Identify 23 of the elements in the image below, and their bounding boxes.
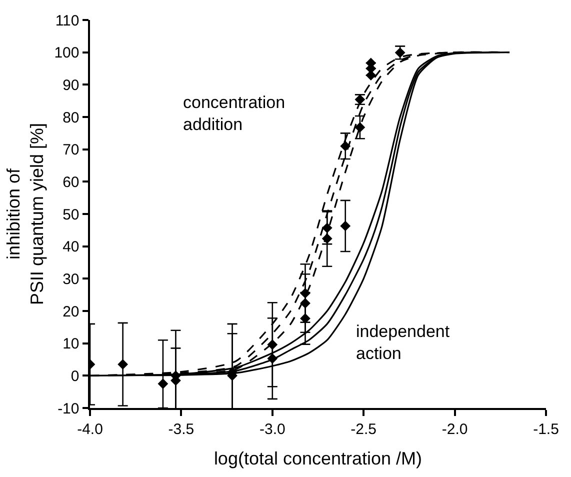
x-tick-label: -1.5	[533, 420, 559, 438]
x-tick-label: -3.0	[259, 420, 286, 438]
y-tick-label: 40	[62, 238, 80, 256]
y-tick-label: 0	[70, 368, 80, 385]
y-tick-label: 20	[62, 303, 80, 320]
x-tick-label: -2.0	[442, 420, 468, 438]
annotation: independent action	[356, 322, 450, 364]
x-tick-label: -4.0	[77, 420, 103, 438]
y-axis-title: inhibition of PSII quantum yield [%]	[4, 122, 47, 306]
y-tick-label: 50	[62, 206, 80, 224]
y-tick-label: 90	[62, 76, 80, 94]
x-axis-title: log(total concentration /M)	[214, 448, 422, 468]
y-tick-label: 10	[62, 336, 80, 353]
y-tick-label: 110	[55, 12, 80, 30]
y-tick-label: 80	[62, 109, 80, 126]
x-tick-label: -2.5	[350, 420, 377, 438]
annotation: concentration addition	[183, 93, 286, 134]
y-tick-label: -10	[58, 400, 80, 418]
y-tick-label: 30	[62, 270, 80, 288]
y-tick-label: 100	[54, 44, 80, 62]
y-tick-label: 70	[62, 142, 80, 159]
x-tick-label: -3.5	[168, 420, 194, 438]
y-tick-label: 60	[62, 174, 80, 191]
